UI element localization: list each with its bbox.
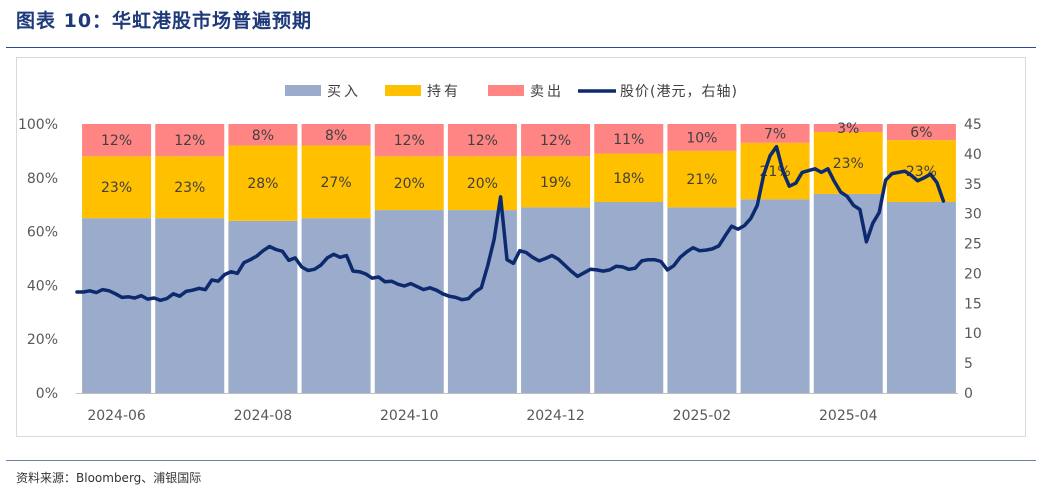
bar-data-label: 10%: [686, 130, 717, 146]
bar-data-label: 19%: [540, 175, 571, 191]
x-axis: 2024-06 2024-08 2024-10 2024-12 2025-02 2025-…: [76, 393, 958, 424]
bar-segment: [374, 124, 444, 157]
bar-segment: [740, 199, 810, 393]
bar-segment: [740, 142, 810, 200]
bar-label-group: 23% 12% 23% 12% 28% 8% 27% 8% 20% 12% 20% 12% 19% 12%…: [101, 121, 937, 196]
right-tick-label: 30: [964, 207, 982, 223]
x-tick-label: 2024-06: [87, 408, 146, 424]
x-tick-label: 2025-02: [673, 408, 732, 424]
bar-segment: [82, 156, 152, 219]
price-line: [75, 144, 946, 303]
bar-segment: [521, 156, 591, 208]
bar-segment: [228, 220, 298, 393]
bar-data-label: 11%: [613, 132, 644, 148]
bar-segment: [447, 156, 517, 211]
bar-data-label: 12%: [467, 133, 498, 149]
left-tick-label: 80%: [27, 171, 58, 187]
bar-data-label: 20%: [467, 176, 498, 192]
chart-legend: 买入 持有 卖出 股价(港元，右轴): [285, 84, 738, 100]
x-tick-label: 2025-04: [819, 408, 878, 424]
bar-segment: [521, 124, 591, 157]
bar-segment: [82, 124, 152, 157]
bar-data-label: 28%: [247, 176, 278, 192]
bar-data-label: 8%: [252, 128, 274, 144]
legend-swatch: [285, 85, 321, 96]
right-axis-ticks: 0 5 10 15 20 25 30 35 40 45: [964, 117, 982, 402]
x-tick-label: 2024-08: [234, 408, 293, 424]
bar-data-label: 6%: [910, 125, 932, 141]
bar-data-label: 23%: [833, 156, 864, 172]
bar-segment: [301, 124, 371, 146]
right-tick-label: 5: [964, 356, 973, 372]
bar-data-label: 18%: [613, 171, 644, 187]
bar-data-label: 7%: [764, 126, 786, 142]
legend-label: 卖出: [530, 84, 564, 100]
bar-data-label: 12%: [101, 133, 132, 149]
bar-segment: [82, 218, 152, 393]
left-tick-label: 100%: [18, 117, 58, 133]
bar-segment: [228, 124, 298, 146]
bar-segment: [521, 207, 591, 393]
bar-data-label: 12%: [174, 133, 205, 149]
left-tick-label: 20%: [27, 332, 58, 348]
left-tick-label: 40%: [27, 278, 58, 294]
bar-segment: [667, 124, 737, 151]
legend-label: 买入: [327, 84, 361, 100]
title-rule: [6, 47, 1036, 48]
bar-data-label: 21%: [686, 172, 717, 188]
bar-data-label: 12%: [540, 133, 571, 149]
legend-label: 持有: [427, 84, 461, 100]
right-tick-label: 25: [964, 237, 982, 253]
bar-segment: [447, 124, 517, 157]
bar-segment: [813, 124, 883, 133]
bar-data-label: 23%: [174, 180, 205, 196]
bar-segment: [155, 156, 225, 219]
bar-segment: [594, 124, 664, 154]
bar-data-label: 3%: [837, 121, 859, 137]
right-tick-label: 0: [964, 386, 973, 402]
right-tick-label: 45: [964, 117, 982, 133]
bar-segment: [301, 218, 371, 393]
bar-segment: [374, 156, 444, 211]
legend-swatch: [385, 85, 421, 96]
right-tick-label: 40: [964, 147, 982, 163]
bar-segment: [447, 210, 517, 393]
source-note: 资料来源：Bloomberg、浦银国际: [16, 471, 202, 485]
left-tick-label: 0%: [36, 386, 58, 402]
bar-segment: [301, 145, 371, 219]
figure-title: 图表 10：华虹港股市场普遍预期: [16, 10, 313, 32]
bar-segment: [886, 202, 956, 393]
bar-segment: [667, 150, 737, 208]
bar-segment: [594, 202, 664, 393]
right-tick-label: 20: [964, 266, 982, 282]
bar-data-label: 27%: [321, 175, 352, 191]
chart-frame: [16, 57, 1026, 437]
bar-segment: [374, 210, 444, 393]
bar-data-label: 12%: [394, 133, 425, 149]
legend-swatch: [488, 85, 524, 96]
bar-segment: [155, 124, 225, 157]
bar-segment: [228, 145, 298, 221]
price-line-group: [75, 144, 946, 303]
footer-rule: [6, 460, 1036, 461]
bar-segment: [594, 153, 664, 203]
left-axis-ticks: 0% 20% 40% 60% 80% 100%: [18, 117, 58, 402]
bar-segment: [155, 218, 225, 393]
bar-data-label: 8%: [325, 128, 347, 144]
right-tick-label: 35: [964, 177, 982, 193]
bar-stack-group: [82, 124, 956, 393]
bar-data-label: 23%: [101, 180, 132, 196]
right-tick-label: 15: [964, 296, 982, 312]
x-tick-label: 2024-10: [380, 408, 439, 424]
bar-segment: [886, 124, 956, 141]
bar-segment: [740, 124, 810, 143]
legend-label: 股价(港元，右轴): [620, 84, 738, 100]
right-tick-label: 10: [964, 326, 982, 342]
bar-segment: [813, 132, 883, 194]
left-tick-label: 60%: [27, 225, 58, 241]
bar-data-label: 20%: [394, 176, 425, 192]
x-tick-label: 2024-12: [526, 408, 585, 424]
